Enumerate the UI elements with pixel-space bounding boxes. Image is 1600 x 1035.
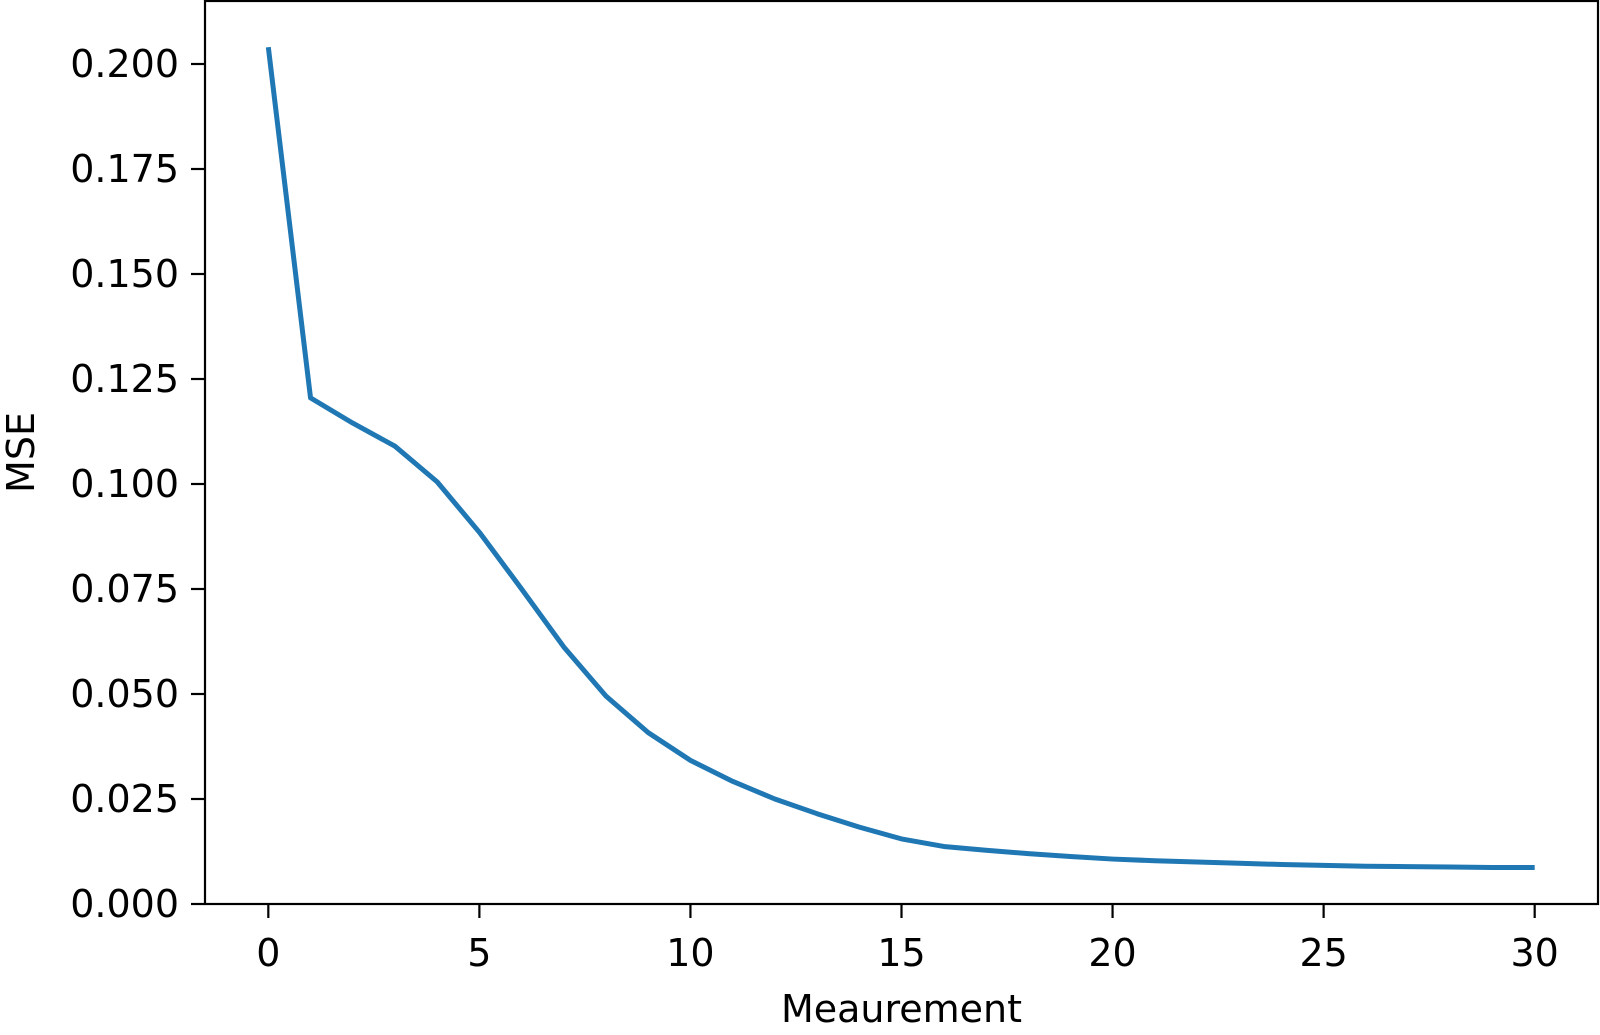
x-tick-label: 20 xyxy=(1088,931,1136,975)
y-tick-label: 0.075 xyxy=(70,567,179,611)
x-tick-label: 0 xyxy=(256,931,280,975)
y-tick-label: 0.200 xyxy=(70,42,179,86)
y-tick-label: 0.150 xyxy=(70,252,179,296)
series-layer xyxy=(265,46,1535,870)
y-tick-label: 0.025 xyxy=(70,777,179,821)
x-tick-label: 30 xyxy=(1511,931,1559,975)
x-tick-label: 25 xyxy=(1299,931,1347,975)
plot-area-frame xyxy=(203,0,1600,906)
y-tick-label: 0.175 xyxy=(70,147,179,191)
y-axis-ticks: 0.000 0.025 0.050 0.075 0.100 0.125 0.150 0.175… xyxy=(70,42,205,926)
y-tick-label: 0.125 xyxy=(70,357,179,401)
y-tick-label: 0.100 xyxy=(70,462,179,506)
x-axis-label: Meaurement xyxy=(781,987,1022,1031)
x-axis-ticks: 0 5 10 15 20 25 30 xyxy=(256,904,1559,975)
y-tick-label: 0.000 xyxy=(70,882,179,926)
y-tick-label: 0.050 xyxy=(70,672,179,716)
y-axis-label: MSE xyxy=(0,412,43,493)
x-tick-label: 10 xyxy=(666,931,714,975)
x-tick-label: 15 xyxy=(877,931,925,975)
series-line xyxy=(265,46,1535,870)
x-tick-label: 5 xyxy=(467,931,491,975)
